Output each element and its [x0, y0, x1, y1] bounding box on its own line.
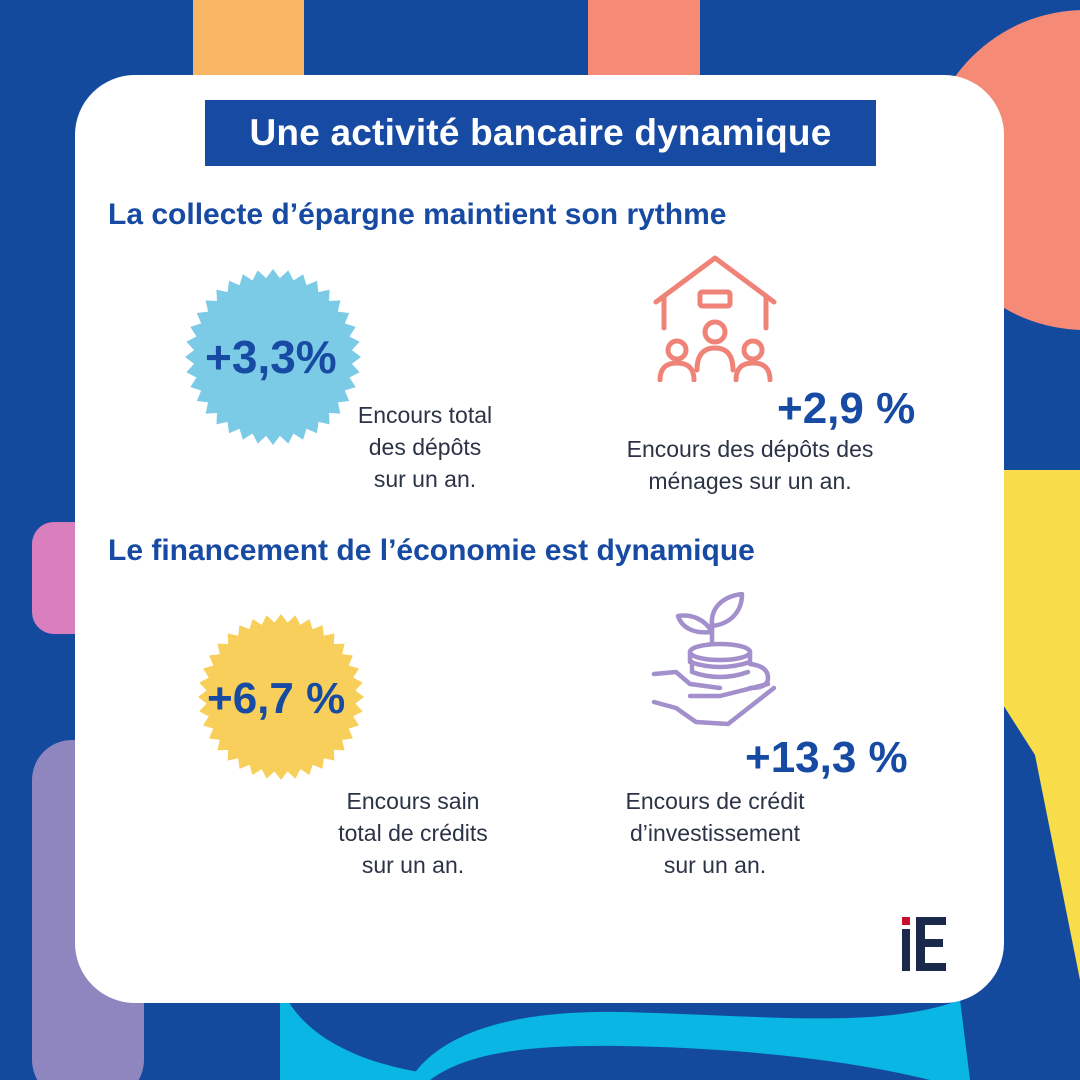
ie-logo [902, 917, 946, 971]
stat-total-credits: +6,7 % [207, 674, 346, 723]
stat-household-deposits: +2,9 % [777, 384, 916, 433]
desc-total-credits: Encours sain total de crédits sur un an. [318, 785, 508, 881]
stat-investment-credit: +13,3 % [745, 733, 908, 782]
desc-line: Encours sain [346, 788, 480, 814]
desc-line: sur un an. [663, 852, 767, 878]
starburst-shape [185, 269, 361, 445]
desc-household-deposits: Encours des dépôts des ménages sur un an… [590, 433, 910, 497]
yellow-starburst-badge [198, 614, 364, 780]
section-heading-savings: La collecte d’épargne maintient son ryth… [108, 198, 727, 231]
stat-total-deposits: +3,3% [205, 331, 337, 383]
desc-investment-credit: Encours de crédit d’investissement sur u… [595, 785, 835, 881]
desc-line: total de crédits [338, 820, 488, 846]
content-card [75, 75, 1004, 1003]
desc-line: d’investissement [629, 820, 801, 846]
section-heading-financing: Le financement de l’économie est dynamiq… [108, 534, 755, 567]
desc-total-deposits: Encours total des dépôts sur un an. [335, 399, 515, 495]
desc-line: Encours des dépôts des [626, 436, 874, 462]
page-title: Une activité bancaire dynamique [205, 100, 876, 166]
starburst-shape [198, 614, 364, 780]
blue-starburst-badge [185, 269, 361, 445]
desc-line: ménages sur un an. [648, 468, 852, 494]
desc-line: sur un an. [373, 466, 477, 492]
house-family-icon [653, 255, 777, 382]
desc-line: des dépôts [368, 434, 482, 460]
plant-coins-hand-icon [651, 592, 777, 727]
desc-line: Encours total [357, 402, 493, 428]
desc-line: Encours de crédit [625, 788, 805, 814]
desc-line: sur un an. [361, 852, 465, 878]
